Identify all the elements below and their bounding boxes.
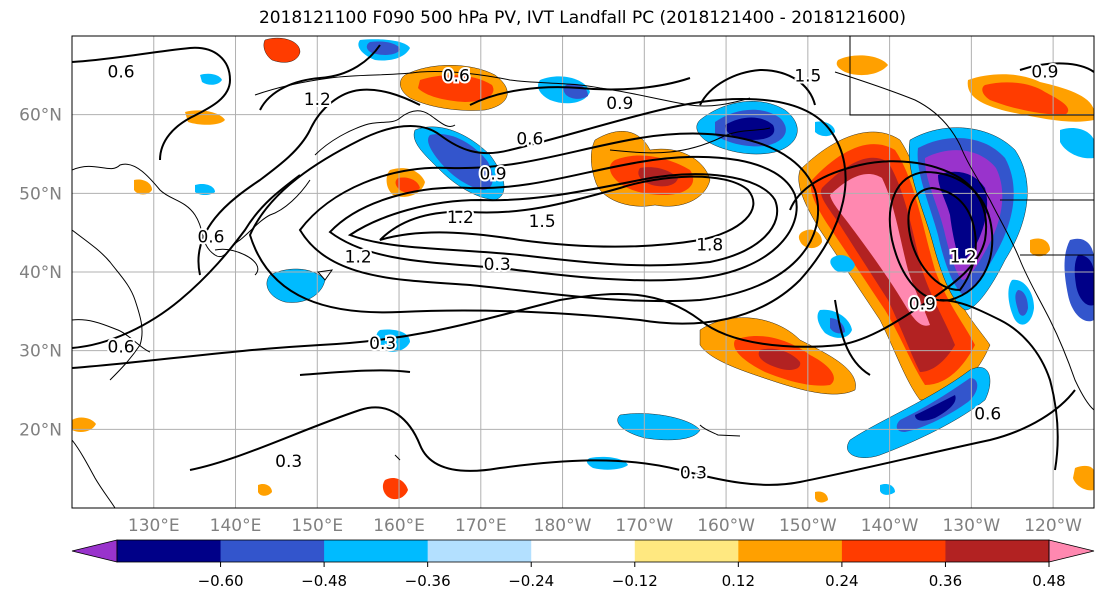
longitude-label: 160°W [697,516,755,536]
colorbar-segment [634,540,739,562]
colorbar-extend-low [71,539,118,563]
colorbar: −0.60 −0.48 −0.36 −0.24 −0.12 0.12 0.24 0.36 0.4… [71,539,1095,590]
colorbar-segment [738,540,843,562]
longitude-label: 180°W [534,516,592,536]
contour-label: 0.3 [275,452,302,472]
colorbar-segment [945,540,1050,562]
colorbar-segment [841,540,946,562]
map-title: 2018121100 F090 500 hPa PV, IVT Landfall… [258,8,906,28]
latitude-label: 40°N [19,263,62,283]
longitude-label: 130°W [942,516,1000,536]
pv-contours [72,44,1094,486]
latitude-label: 50°N [19,184,62,204]
longitude-label: 140°E [210,516,262,536]
contour-label: 0.9 [1031,62,1058,82]
colorbar-tick-label: 0.36 [929,572,962,590]
longitude-label: 140°W [861,516,919,536]
longitude-label: 170°E [455,516,507,536]
colorbar-tick-label: −0.36 [405,572,451,590]
colorbar-segment [531,540,636,562]
contour-label: 0.6 [197,228,224,248]
latitude-label: 20°N [19,420,62,440]
contour-labels: 0.6 1.2 0.6 0.9 1.5 0.9 0.6 0.9 1.2 1.5 1.8 0.3 0.6 1… [106,60,1061,485]
contour-label: 0.6 [108,338,135,358]
contour-label: 0.3 [484,255,511,275]
contour-label: 1.2 [447,208,474,228]
colorbar-segment [220,540,325,562]
colorbar-tick-label: −0.60 [198,572,244,590]
colorbar-tick-label: −0.48 [301,572,347,590]
contour-label: 0.6 [108,62,135,82]
colorbar-frame [116,539,1050,563]
colorbar-tick-label: 0.12 [722,572,755,590]
colorbar-extend-high [1048,539,1095,563]
longitude-label: 130°E [128,516,180,536]
latitude-label: 30°N [19,342,62,362]
contour-label: 0.9 [909,294,936,314]
colorbar-tick-label: −0.24 [508,572,554,590]
map-frame [71,35,1095,509]
latitude-labels: 60°N 50°N 40°N 30°N 20°N [19,106,62,441]
longitude-labels: 130°E 140°E 150°E 160°E 170°E 180°W 170°W 160°W… [128,516,1082,536]
colorbar-segment [117,540,222,562]
contour-label: 1.8 [696,235,723,255]
contour-label: 1.5 [529,212,556,232]
colorbar-segment [324,540,429,562]
latitude-label: 60°N [19,106,62,126]
contour-label: 1.2 [304,90,331,110]
colorbar-tick-label: 0.48 [1032,572,1065,590]
longitude-label: 170°W [615,516,673,536]
contour-label: 1.5 [794,66,821,86]
contour-label: 0.6 [974,405,1001,425]
contour-label: 0.6 [516,129,543,149]
colorbar-tick-label: 0.24 [825,572,858,590]
longitude-label: 150°W [779,516,837,536]
contour-label: 0.3 [369,334,396,354]
longitude-label: 150°E [291,516,343,536]
contour-label: 0.3 [680,464,707,484]
contour-label: 1.2 [345,247,372,267]
longitude-label: 160°E [373,516,425,536]
contour-label: 0.9 [480,165,507,185]
contour-label: 0.6 [443,66,470,86]
contour-label: 1.2 [950,247,977,267]
colorbar-segment [427,540,532,562]
longitude-label: 120°W [1024,516,1082,536]
colorbar-tick-label: −0.12 [612,572,658,590]
contour-label: 0.9 [606,94,633,114]
